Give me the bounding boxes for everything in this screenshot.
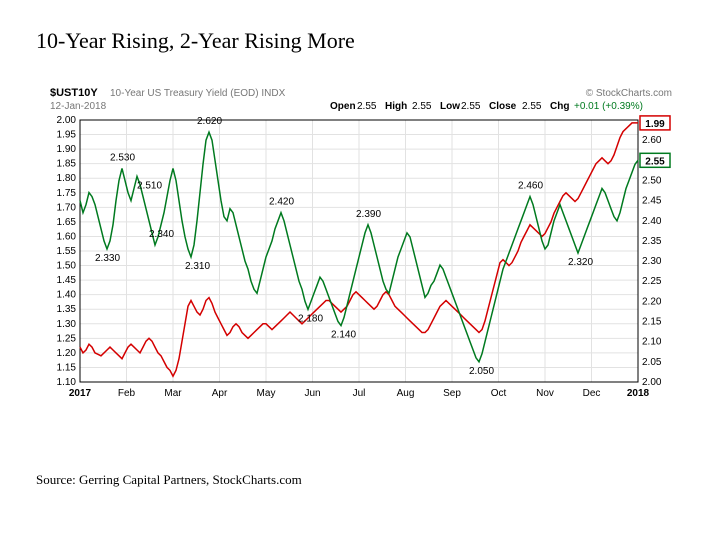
ohlc-value: 2.55: [461, 101, 481, 112]
left-axis-tick: 1.45: [57, 275, 77, 286]
x-axis-tick: Sep: [443, 388, 461, 399]
left-axis-tick: 1.15: [57, 362, 77, 373]
point-label: 2.620: [197, 116, 222, 127]
left-axis-tick: 1.50: [57, 261, 77, 272]
x-axis-tick: Jun: [304, 388, 320, 399]
left-axis-tick: 1.85: [57, 159, 77, 170]
ohlc-label: Close: [489, 101, 517, 112]
right-axis-tick: 2.50: [642, 175, 662, 186]
x-axis-tick: Jul: [353, 388, 366, 399]
right-axis-tick: 2.05: [642, 357, 662, 368]
left-axis-tick: 1.80: [57, 173, 77, 184]
point-label: 2.530: [110, 152, 135, 163]
point-label: 2.320: [568, 257, 593, 268]
chg-label: Chg: [550, 101, 569, 112]
point-label: 2.140: [331, 330, 356, 341]
left-axis-tick: 1.70: [57, 202, 77, 213]
symbol-label: $UST10Y: [50, 87, 98, 99]
x-axis-tick: Aug: [397, 388, 415, 399]
x-axis-tick: 2017: [69, 388, 92, 399]
left-axis-tick: 1.60: [57, 231, 77, 242]
x-axis-tick: Feb: [118, 388, 136, 399]
x-axis-tick: Nov: [536, 388, 554, 399]
point-label: 2.330: [95, 253, 120, 264]
left-axis-tick: 1.65: [57, 217, 77, 228]
x-axis-tick: May: [257, 388, 276, 399]
page-title: 10-Year Rising, 2-Year Rising More: [36, 28, 684, 54]
left-axis-tick: 1.95: [57, 130, 77, 141]
left-axis-tick: 1.25: [57, 333, 77, 344]
attribution: © StockCharts.com: [586, 88, 672, 99]
left-axis-tick: 1.20: [57, 348, 77, 359]
point-label: 2.510: [137, 181, 162, 192]
source-line: Source: Gerring Capital Partners, StockC…: [36, 472, 684, 488]
right-axis-tick: 2.10: [642, 337, 662, 348]
point-label: 2.180: [298, 313, 323, 324]
right-axis-tick: 2.60: [642, 135, 662, 146]
end-2yr-value: 1.99: [645, 119, 665, 130]
left-axis-tick: 1.30: [57, 319, 77, 330]
left-axis-tick: 1.55: [57, 246, 77, 257]
right-axis-tick: 2.20: [642, 296, 662, 307]
left-axis-tick: 2.00: [57, 115, 77, 126]
ohlc-label: Open: [330, 101, 356, 112]
left-axis-tick: 1.10: [57, 377, 77, 388]
treasury-yield-chart: $UST10Y 10-Year US Treasury Yield (EOD) I…: [40, 84, 680, 424]
left-axis-tick: 1.40: [57, 290, 77, 301]
right-axis-tick: 2.15: [642, 317, 662, 328]
ohlc-label: Low: [440, 101, 460, 112]
point-label: 2.050: [469, 366, 494, 377]
right-axis-tick: 2.30: [642, 256, 662, 267]
ohlc-value: 2.55: [357, 101, 377, 112]
end-10yr-value: 2.55: [645, 156, 665, 167]
point-label: 2.420: [269, 197, 294, 208]
symbol-desc: 10-Year US Treasury Yield (EOD) INDX: [110, 88, 286, 99]
x-axis-tick: Dec: [583, 388, 601, 399]
point-label: 2.340: [149, 229, 174, 240]
left-axis-tick: 1.90: [57, 144, 77, 155]
point-label: 2.460: [518, 181, 543, 192]
right-axis-tick: 2.40: [642, 216, 662, 227]
point-label: 2.310: [185, 261, 210, 272]
left-axis-tick: 1.35: [57, 304, 77, 315]
chg-value: +0.01 (+0.39%): [574, 101, 643, 112]
x-axis-tick: Apr: [212, 388, 228, 399]
ohlc-value: 2.55: [412, 101, 432, 112]
right-axis-tick: 2.25: [642, 276, 662, 287]
right-axis-tick: 2.45: [642, 196, 662, 207]
page: 10-Year Rising, 2-Year Rising More $UST1…: [0, 0, 720, 540]
x-axis-tick: 2018: [627, 388, 650, 399]
x-axis-tick: Oct: [491, 388, 507, 399]
ohlc-label: High: [385, 101, 407, 112]
left-axis-tick: 1.75: [57, 188, 77, 199]
chart-date: 12-Jan-2018: [50, 101, 107, 112]
ohlc-value: 2.55: [522, 101, 542, 112]
right-axis-tick: 2.35: [642, 236, 662, 247]
point-label: 2.390: [356, 209, 381, 220]
x-axis-tick: Mar: [164, 388, 182, 399]
right-axis-tick: 2.00: [642, 377, 662, 388]
